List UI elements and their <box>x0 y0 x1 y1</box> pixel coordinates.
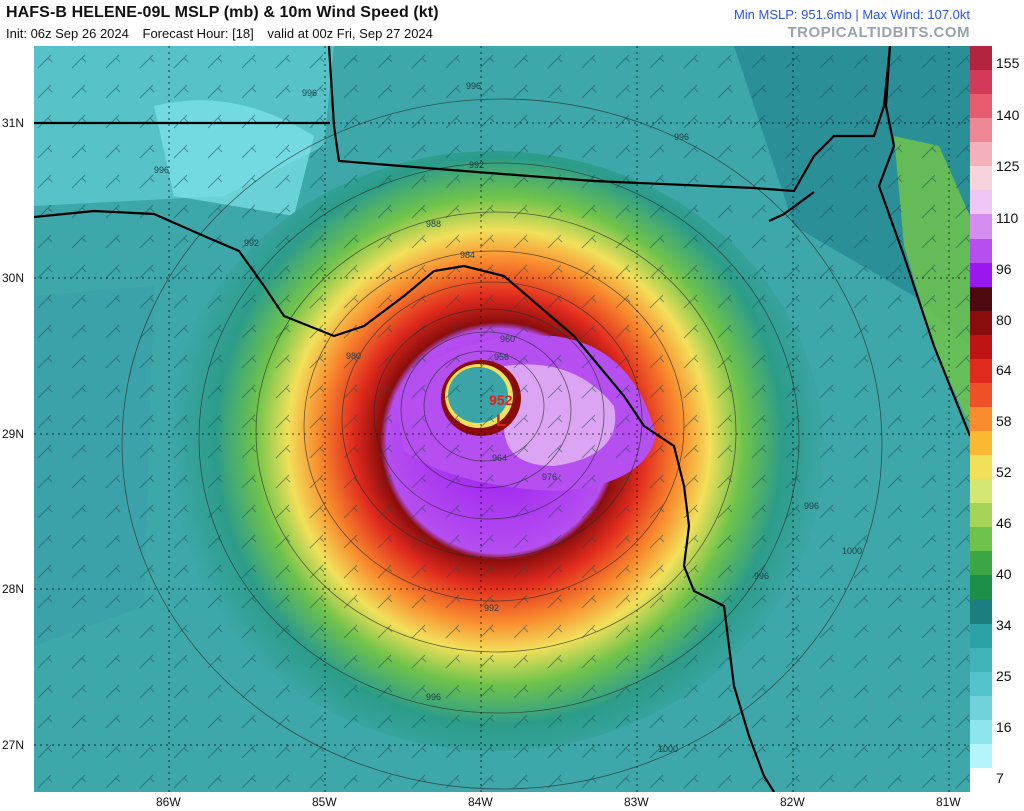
init-time: Init: 06z Sep 26 2024 <box>6 26 129 41</box>
colorbar-segment <box>970 479 992 505</box>
credit-watermark: TROPICALTIDBITS.COM <box>787 24 970 41</box>
colorbar-segment <box>970 599 992 625</box>
lat-label: 30N <box>2 271 25 285</box>
isobar-label: 996 <box>426 692 441 702</box>
lon-label: 82W <box>780 795 805 809</box>
colorbar-tick-label: 110 <box>996 210 1019 226</box>
colorbar-segment <box>970 94 992 120</box>
isobar-label: 960 <box>500 334 515 344</box>
map-canvas: 996 996 996 992 992 988 984 980 960 956 … <box>34 46 970 792</box>
isobar-label: 992 <box>469 160 484 170</box>
chart-title: HAFS-B HELENE-09L MSLP (mb) & 10m Wind S… <box>6 4 439 21</box>
isobar-label: 996 <box>302 88 317 98</box>
isobar-label: 964 <box>492 453 507 463</box>
colorbar-segment <box>970 431 992 457</box>
lon-label: 84W <box>468 795 493 809</box>
lat-label: 28N <box>2 582 25 596</box>
colorbar-tick-label: 25 <box>996 668 1012 684</box>
colorbar-tick-label: 140 <box>996 107 1020 123</box>
colorbar-segment <box>970 262 992 288</box>
colorbar-segment <box>970 575 992 601</box>
isobar-label: 992 <box>484 603 499 613</box>
colorbar-segment <box>970 719 992 745</box>
colorbar-tick-label: 58 <box>996 413 1012 429</box>
colorbar-tick-label: 34 <box>996 617 1012 633</box>
colorbar-tick-label: 52 <box>996 464 1012 480</box>
colorbar-tick-label: 16 <box>996 719 1012 735</box>
colorbar-segment <box>970 551 992 577</box>
isobar-label: 984 <box>460 250 475 260</box>
lon-label: 85W <box>312 795 337 809</box>
isobar-label: 992 <box>244 238 259 248</box>
isobar-label: 976 <box>542 472 557 482</box>
colorbar-segment <box>970 70 992 96</box>
colorbar-segment <box>970 382 992 408</box>
forecast-hour: Forecast Hour: [18] <box>142 26 254 41</box>
colorbar-segment <box>970 647 992 673</box>
colorbar-tick-label: 40 <box>996 566 1012 582</box>
wind-speed-map: 996 996 996 992 992 988 984 980 960 956 … <box>34 46 970 792</box>
colorbar-segment <box>970 142 992 168</box>
colorbar-segment <box>970 503 992 529</box>
chart-subtitle: Init: 06z Sep 26 2024 Forecast Hour: [18… <box>6 26 443 41</box>
colorbar-segment <box>970 527 992 553</box>
lat-label: 27N <box>2 738 25 752</box>
colorbar-tick-label: 64 <box>996 362 1012 378</box>
isobar-label: 1000 <box>842 546 862 556</box>
isobar-label: 996 <box>466 81 481 91</box>
center-pressure-label: 952 <box>489 392 513 408</box>
colorbar-segment <box>970 166 992 192</box>
lon-label: 83W <box>624 795 649 809</box>
lon-label: 86W <box>156 795 181 809</box>
colorbar-segment <box>970 334 992 360</box>
colorbar-segment <box>970 767 992 793</box>
colorbar-tick-label: 155 <box>996 55 1020 71</box>
isobar-label: 1000 <box>658 744 678 754</box>
wind-speed-colorbar <box>970 46 992 793</box>
isobar-label: 996 <box>804 501 819 511</box>
colorbar-segment <box>970 310 992 336</box>
colorbar-tick-label: 7 <box>996 770 1004 786</box>
storm-stats: Min MSLP: 951.6mb | Max Wind: 107.0kt <box>733 7 970 22</box>
lat-label: 31N <box>2 116 25 130</box>
colorbar-segment <box>970 286 992 312</box>
colorbar-segment <box>970 671 992 697</box>
colorbar-segment <box>970 238 992 264</box>
lat-label: 29N <box>2 427 25 441</box>
colorbar-tick-label: 96 <box>996 261 1012 277</box>
colorbar-segment <box>970 406 992 433</box>
colorbar-tick-label: 125 <box>996 158 1020 174</box>
low-center-marker: L <box>496 411 506 430</box>
colorbar-segment <box>970 46 992 72</box>
header: HAFS-B HELENE-09L MSLP (mb) & 10m Wind S… <box>0 0 1024 46</box>
isobar-label: 980 <box>346 351 361 361</box>
isobar-label: 996 <box>674 132 689 142</box>
colorbar-tick-label: 80 <box>996 312 1012 328</box>
isobar-label: 996 <box>154 165 169 175</box>
lon-label: 81W <box>936 795 961 809</box>
colorbar-segment <box>970 695 992 721</box>
colorbar-segment <box>970 118 992 144</box>
colorbar-segment <box>970 190 992 216</box>
isobar-label: 988 <box>426 219 441 229</box>
colorbar-segment <box>970 214 992 240</box>
colorbar-segment <box>970 455 992 481</box>
isobar-label: 996 <box>754 571 769 581</box>
colorbar-segment <box>970 743 992 769</box>
isobar-label: 956 <box>494 352 509 362</box>
valid-time: valid at 00z Fri, Sep 27 2024 <box>267 26 433 41</box>
colorbar-segment <box>970 623 992 649</box>
colorbar-tick-label: 46 <box>996 515 1012 531</box>
colorbar-segment <box>970 358 992 384</box>
